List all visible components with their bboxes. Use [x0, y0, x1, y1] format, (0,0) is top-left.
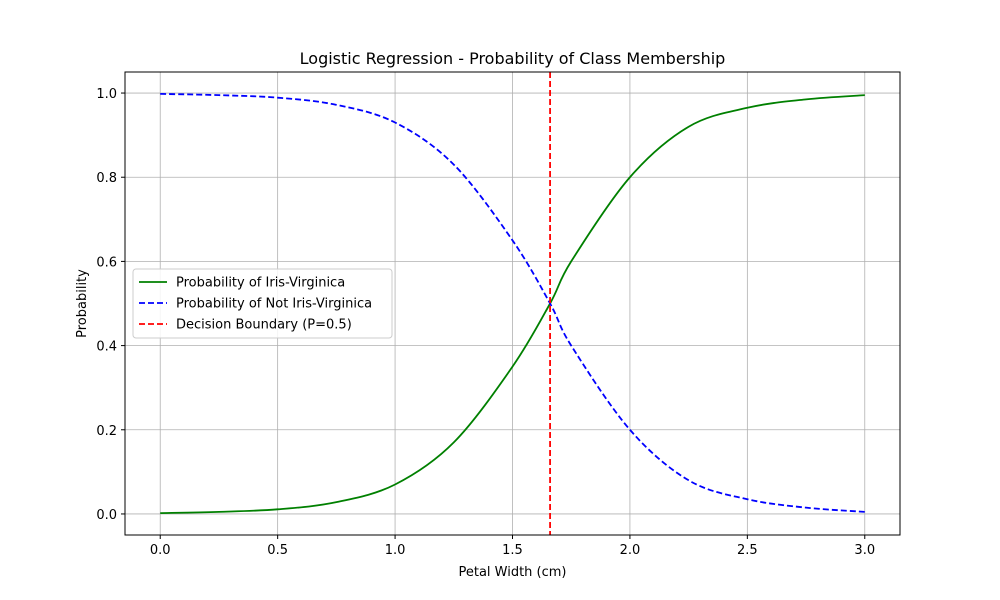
x-axis-label: Petal Width (cm) [458, 565, 566, 580]
x-tick-label: 2.0 [620, 543, 641, 558]
x-tick-label: 0.5 [267, 543, 288, 558]
y-ticks: 0.0 0.2 0.4 0.6 0.8 1.0 [96, 87, 125, 523]
chart-title: Logistic Regression - Probability of Cla… [300, 49, 726, 68]
y-tick-label: 0.4 [96, 340, 117, 355]
series-line-1 [160, 92, 865, 513]
series-line-0 [160, 94, 865, 515]
legend-label: Probability of Iris-Virginica [176, 276, 345, 291]
legend-label: Probability of Not Iris-Virginica [176, 297, 372, 312]
y-tick-label: 1.0 [96, 87, 117, 102]
legend: Probability of Iris-Virginica Probability… [132, 268, 393, 339]
x-tick-label: 0.0 [150, 543, 171, 558]
x-ticks: 0.0 0.5 1.0 1.5 2.0 2.5 3.0 [150, 535, 875, 558]
y-tick-label: 0.6 [96, 255, 117, 270]
y-axis-label: Probability [75, 269, 90, 338]
y-tick-label: 0.8 [96, 171, 117, 186]
y-tick-label: 0.0 [96, 508, 117, 523]
x-tick-label: 3.0 [854, 543, 875, 558]
legend-box [132, 268, 393, 339]
x-tick-label: 1.5 [502, 543, 523, 558]
x-tick-label: 1.0 [385, 543, 406, 558]
legend-label: Decision Boundary (P=0.5) [176, 318, 352, 333]
x-tick-label: 2.5 [737, 543, 758, 558]
y-tick-label: 0.2 [96, 424, 117, 439]
grid [125, 72, 900, 535]
plot-lines [160, 72, 865, 535]
